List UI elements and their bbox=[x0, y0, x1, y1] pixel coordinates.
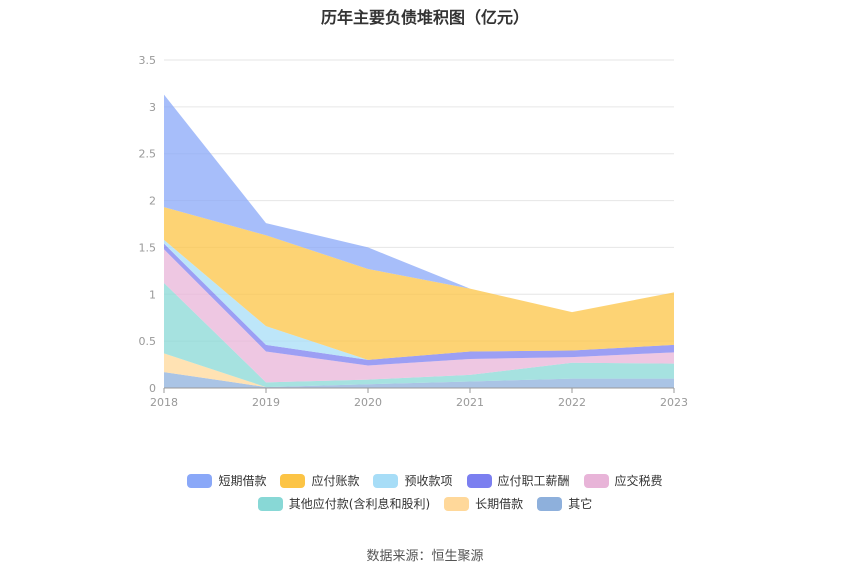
legend-item[interactable]: 其它 bbox=[537, 495, 592, 512]
legend-swatch bbox=[537, 496, 563, 511]
y-tick-label: 2 bbox=[149, 195, 156, 208]
legend-item[interactable]: 应付职工薪酬 bbox=[466, 472, 570, 489]
legend-swatch bbox=[373, 473, 399, 488]
legend-item[interactable]: 预收款项 bbox=[373, 472, 453, 489]
axes: 0 0.5 1 1.5 2 2.5 3 3.5 2018 2019 2020 2021 2022 2023 bbox=[139, 54, 689, 409]
area-series-7 bbox=[164, 94, 674, 313]
x-tick-label: 2023 bbox=[660, 396, 688, 409]
x-tick-label: 2021 bbox=[456, 396, 484, 409]
legend-item[interactable]: 长期借款 bbox=[444, 495, 523, 512]
area-series-6 bbox=[164, 207, 674, 360]
area-series bbox=[164, 94, 674, 388]
legend-row-2: 其他应付款(含利息和股利) 长期借款 其它 bbox=[0, 495, 850, 512]
legend-label: 应付职工薪酬 bbox=[497, 474, 570, 488]
legend-swatch bbox=[583, 473, 609, 488]
y-tick-label: 0.5 bbox=[139, 335, 157, 348]
area-series-4 bbox=[164, 243, 674, 366]
data-source: 数据来源：恒生聚源 bbox=[366, 549, 484, 564]
legend-item[interactable]: 其他应付款(含利息和股利) bbox=[257, 495, 431, 512]
y-tick-label: 1 bbox=[149, 288, 156, 301]
area-series-2 bbox=[164, 283, 674, 388]
x-tick-label: 2018 bbox=[150, 396, 178, 409]
legend-swatch bbox=[444, 496, 470, 511]
y-tick-label: 3.5 bbox=[139, 54, 157, 67]
legend: 短期借款 应付账款 预收款项 应付职工薪酬 应交税费 其他应付款(含利息和股利) 长期借款… bbox=[0, 472, 850, 518]
legend-item[interactable]: 应交税费 bbox=[583, 472, 663, 489]
x-tick-label: 2019 bbox=[252, 396, 280, 409]
legend-row-1: 短期借款 应付账款 预收款项 应付职工薪酬 应交税费 bbox=[0, 472, 850, 489]
legend-item[interactable]: 应付账款 bbox=[280, 472, 359, 489]
legend-swatch bbox=[187, 473, 213, 488]
x-tick-label: 2022 bbox=[558, 396, 586, 409]
legend-label: 预收款项 bbox=[404, 474, 453, 488]
legend-label: 短期借款 bbox=[218, 474, 267, 488]
y-tick-label: 0 bbox=[149, 382, 156, 395]
legend-swatch bbox=[466, 473, 492, 488]
legend-swatch bbox=[257, 496, 283, 511]
chart-title: 历年主要负债堆积图（亿元） bbox=[320, 8, 529, 27]
legend-label: 应交税费 bbox=[614, 474, 663, 488]
legend-label: 应付账款 bbox=[311, 474, 360, 488]
y-tick-label: 3 bbox=[149, 101, 156, 114]
legend-label: 其它 bbox=[568, 497, 593, 511]
y-tick-label: 1.5 bbox=[139, 241, 157, 254]
legend-swatch bbox=[280, 473, 306, 488]
y-tick-label: 2.5 bbox=[139, 148, 157, 161]
x-tick-label: 2020 bbox=[354, 396, 382, 409]
legend-label: 其他应付款(含利息和股利) bbox=[288, 497, 431, 511]
legend-item[interactable]: 短期借款 bbox=[187, 472, 266, 489]
legend-label: 长期借款 bbox=[475, 497, 524, 511]
area-series-0 bbox=[164, 372, 674, 388]
